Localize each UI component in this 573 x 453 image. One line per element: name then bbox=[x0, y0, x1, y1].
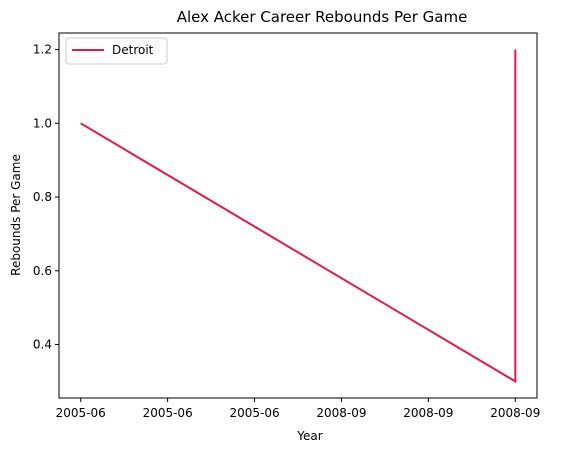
legend: Detroit bbox=[65, 37, 168, 65]
y-tick-label: 0.8 bbox=[33, 190, 52, 204]
x-axis-ticks: 2005-06 2005-06 2005-06 2008-09 2008-09 2008-… bbox=[56, 398, 540, 420]
x-tick-label: 2008-09 bbox=[403, 406, 453, 420]
y-axis-ticks: 0.4 0.6 0.8 1.0 1.2 bbox=[33, 43, 59, 352]
x-tick-label: 2008-09 bbox=[316, 406, 366, 420]
x-tick-label: 2008-09 bbox=[490, 406, 540, 420]
series-line-detroit bbox=[80, 49, 517, 384]
y-tick-label: 0.4 bbox=[33, 338, 52, 352]
chart-title: Alex Acker Career Rebounds Per Game bbox=[177, 8, 468, 26]
y-tick-label: 1.2 bbox=[33, 43, 52, 57]
legend-label-detroit: Detroit bbox=[112, 43, 154, 57]
x-tick-label: 2005-06 bbox=[56, 406, 106, 420]
y-tick-label: 0.6 bbox=[33, 264, 52, 278]
x-tick-label: 2005-06 bbox=[229, 406, 279, 420]
y-axis-label: Rebounds Per Game bbox=[9, 154, 23, 276]
x-axis-label: Year bbox=[296, 429, 322, 443]
axes-frame bbox=[58, 32, 538, 399]
series-layer bbox=[80, 49, 517, 384]
legend-box bbox=[65, 37, 168, 65]
plot-area bbox=[58, 32, 538, 399]
y-tick-label: 1.0 bbox=[33, 116, 52, 130]
x-tick-label: 2005-06 bbox=[143, 406, 193, 420]
